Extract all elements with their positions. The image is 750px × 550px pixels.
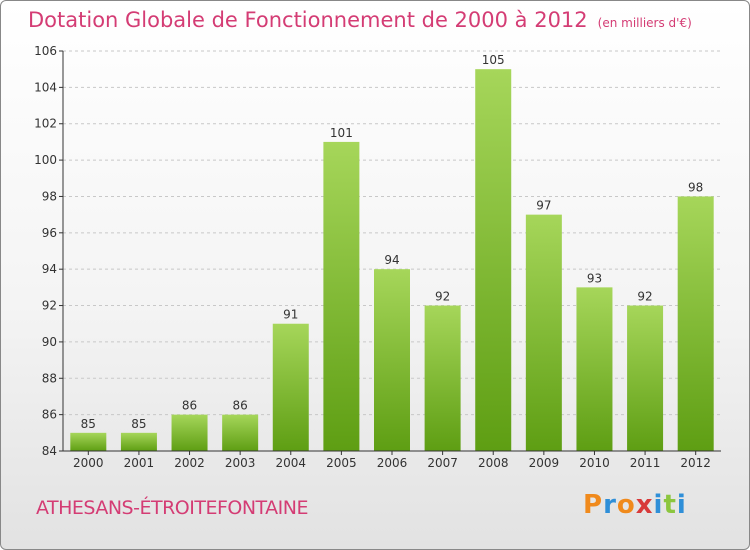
data-label: 94: [384, 253, 399, 267]
x-tick-label: 2007: [427, 456, 458, 470]
bar: [120, 432, 157, 451]
y-tick-label: 94: [42, 262, 57, 276]
logo-letter: t: [663, 490, 677, 520]
x-tick-label: 2001: [124, 456, 155, 470]
y-tick-label: 104: [34, 80, 57, 94]
y-tick-label: 98: [42, 189, 57, 203]
logo-letter: i: [676, 490, 687, 520]
chart-title-text: Dotation Globale de Fonctionnement de 20…: [28, 8, 588, 32]
data-label: 93: [587, 271, 602, 285]
bar: [424, 305, 461, 451]
x-tick-label: 2010: [579, 456, 610, 470]
y-tick-label: 88: [42, 371, 57, 385]
y-tick-label: 96: [42, 226, 57, 240]
x-tick-label: 2011: [630, 456, 661, 470]
bar: [272, 323, 309, 451]
y-tick-label: 106: [34, 44, 57, 58]
data-label: 92: [637, 290, 652, 304]
y-tick-label: 86: [42, 408, 57, 422]
bar: [576, 287, 613, 451]
x-tick-label: 2005: [326, 456, 357, 470]
data-label: 85: [81, 417, 96, 431]
data-label: 86: [233, 399, 248, 413]
y-tick-label: 100: [34, 153, 57, 167]
x-tick-label: 2003: [225, 456, 256, 470]
bar: [374, 269, 410, 451]
bar: [627, 305, 664, 451]
x-tick-label: 2009: [529, 456, 560, 470]
y-tick-label: 84: [42, 444, 57, 458]
data-label: 86: [182, 399, 197, 413]
bar: [525, 214, 562, 451]
data-label: 85: [131, 417, 146, 431]
bar: [323, 141, 360, 451]
bar: [677, 196, 714, 451]
data-label: 101: [330, 126, 353, 140]
data-label: 105: [482, 53, 505, 67]
proxiti-logo: Proxiti: [583, 490, 687, 520]
chart-title: Dotation Globale de Fonctionnement de 20…: [28, 8, 692, 32]
x-tick-label: 2004: [275, 456, 306, 470]
y-tick-label: 102: [34, 117, 57, 131]
logo-letter: r: [603, 490, 617, 520]
chart-subtitle: (en milliers d'€): [597, 16, 692, 30]
x-tick-label: 2000: [73, 456, 104, 470]
x-tick-label: 2002: [174, 456, 205, 470]
bar: [475, 69, 512, 451]
data-label: 98: [688, 180, 703, 194]
logo-letter: i: [653, 490, 664, 520]
y-tick-label: 90: [42, 335, 57, 349]
logo-letter: P: [583, 490, 604, 520]
data-label: 97: [536, 199, 551, 213]
bar: [70, 432, 107, 451]
x-tick-label: 2012: [680, 456, 711, 470]
commune-name: ATHESANS-ÉTROITEFONTAINE: [36, 497, 309, 519]
bar: [171, 414, 208, 451]
x-tick-label: 2008: [478, 456, 509, 470]
y-tick-label: 92: [42, 299, 57, 313]
data-label: 92: [435, 290, 450, 304]
x-tick-label: 2006: [377, 456, 408, 470]
logo-letter: o: [616, 490, 636, 520]
logo-letter: x: [635, 490, 654, 520]
data-label: 91: [283, 308, 298, 322]
bar: [222, 414, 259, 451]
